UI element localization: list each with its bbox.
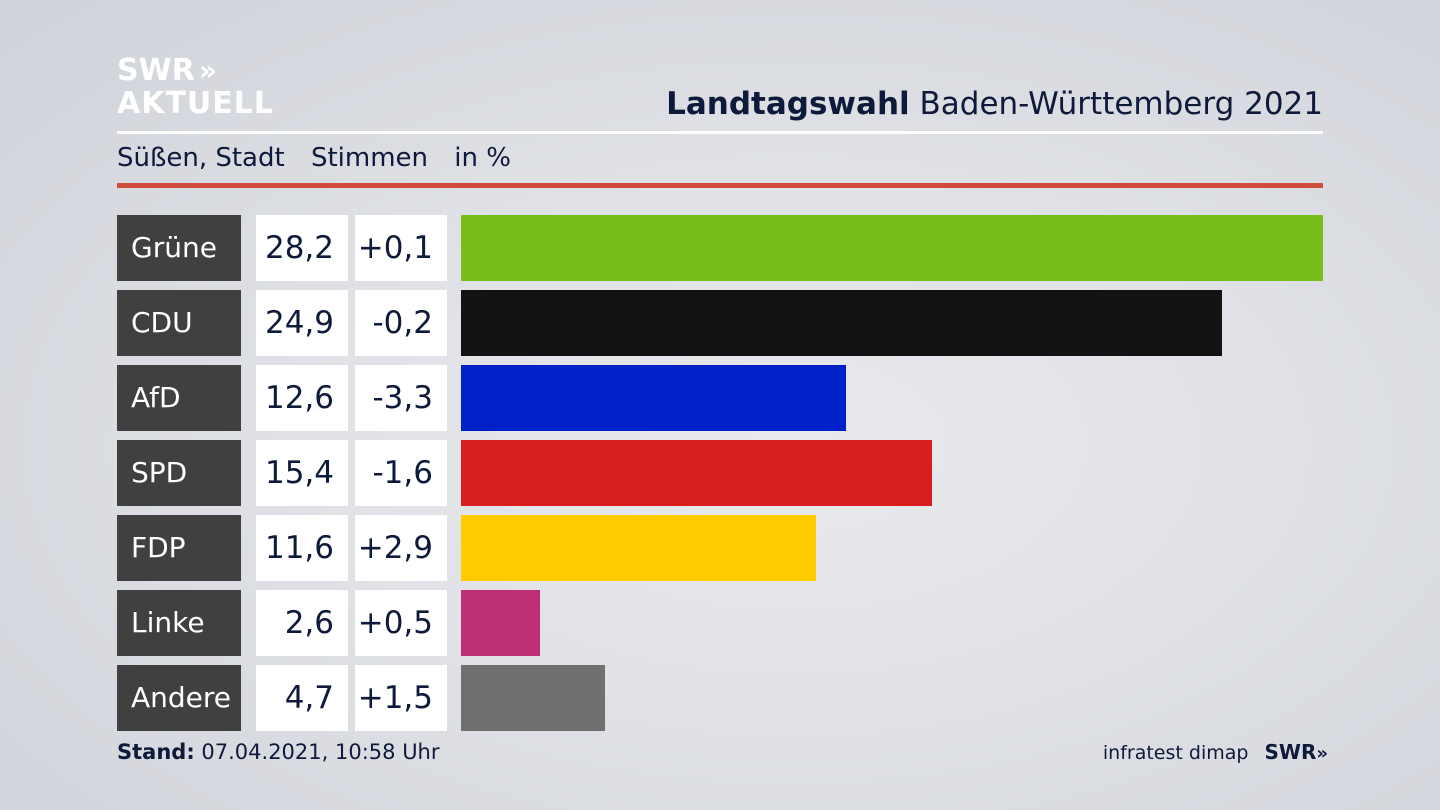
vote-change-value: -3,3 xyxy=(355,365,447,431)
vote-share-bar xyxy=(461,215,1323,281)
vote-share-bar xyxy=(461,290,1222,356)
subheader-divider xyxy=(117,183,1323,188)
party-label: Andere xyxy=(117,665,241,731)
stand-value: 07.04.2021, 10:58 Uhr xyxy=(201,740,440,764)
title-bold: Landtagswahl xyxy=(666,86,910,122)
source-name: infratest dimap xyxy=(1102,742,1249,764)
subheader-unit: in % xyxy=(454,143,511,173)
swr-aktuell-logo: SWR» AKTUELL xyxy=(117,54,274,120)
swr-brand: SWR» xyxy=(1264,740,1327,764)
vote-share-value: 28,2 xyxy=(256,215,348,281)
vote-share-value: 12,6 xyxy=(256,365,348,431)
vote-share-value: 11,6 xyxy=(256,515,348,581)
logo-swr: SWR xyxy=(117,53,195,88)
party-label: SPD xyxy=(117,440,241,506)
vote-share-value: 15,4 xyxy=(256,440,348,506)
party-label: CDU xyxy=(117,290,241,356)
page-title: Landtagswahl Baden-Württemberg 2021 xyxy=(666,86,1323,122)
subheader-place: Süßen, Stadt xyxy=(117,143,285,173)
vote-share-bar xyxy=(461,365,846,431)
vote-change-value: +0,5 xyxy=(355,590,447,656)
vote-change-value: -0,2 xyxy=(355,290,447,356)
source-credit: infratest dimap SWR» xyxy=(1102,740,1328,764)
party-label: Grüne xyxy=(117,215,241,281)
vote-change-value: -1,6 xyxy=(355,440,447,506)
vote-share-bar xyxy=(461,440,932,506)
logo-chevron-icon: » xyxy=(198,54,217,87)
vote-change-value: +0,1 xyxy=(355,215,447,281)
swr-chevron-icon: » xyxy=(1316,743,1327,764)
vote-share-value: 4,7 xyxy=(256,665,348,731)
stand-label: Stand: xyxy=(117,740,195,764)
logo-aktuell: AKTUELL xyxy=(117,86,275,121)
party-label: FDP xyxy=(117,515,241,581)
party-label: Linke xyxy=(117,590,241,656)
title-rest: Baden-Württemberg 2021 xyxy=(919,86,1323,122)
subheader-measure: Stimmen xyxy=(310,143,429,173)
header-divider xyxy=(117,131,1323,134)
vote-change-value: +2,9 xyxy=(355,515,447,581)
swr-brand-text: SWR xyxy=(1264,740,1317,764)
vote-share-value: 24,9 xyxy=(256,290,348,356)
vote-share-bar xyxy=(461,665,605,731)
timestamp: Stand: 07.04.2021, 10:58 Uhr xyxy=(117,740,440,764)
vote-share-value: 2,6 xyxy=(256,590,348,656)
subheader: Süßen, Stadt Stimmen in % xyxy=(117,143,529,173)
vote-share-bar xyxy=(461,590,540,656)
party-label: AfD xyxy=(117,365,241,431)
vote-share-bar xyxy=(461,515,816,581)
vote-change-value: +1,5 xyxy=(355,665,447,731)
